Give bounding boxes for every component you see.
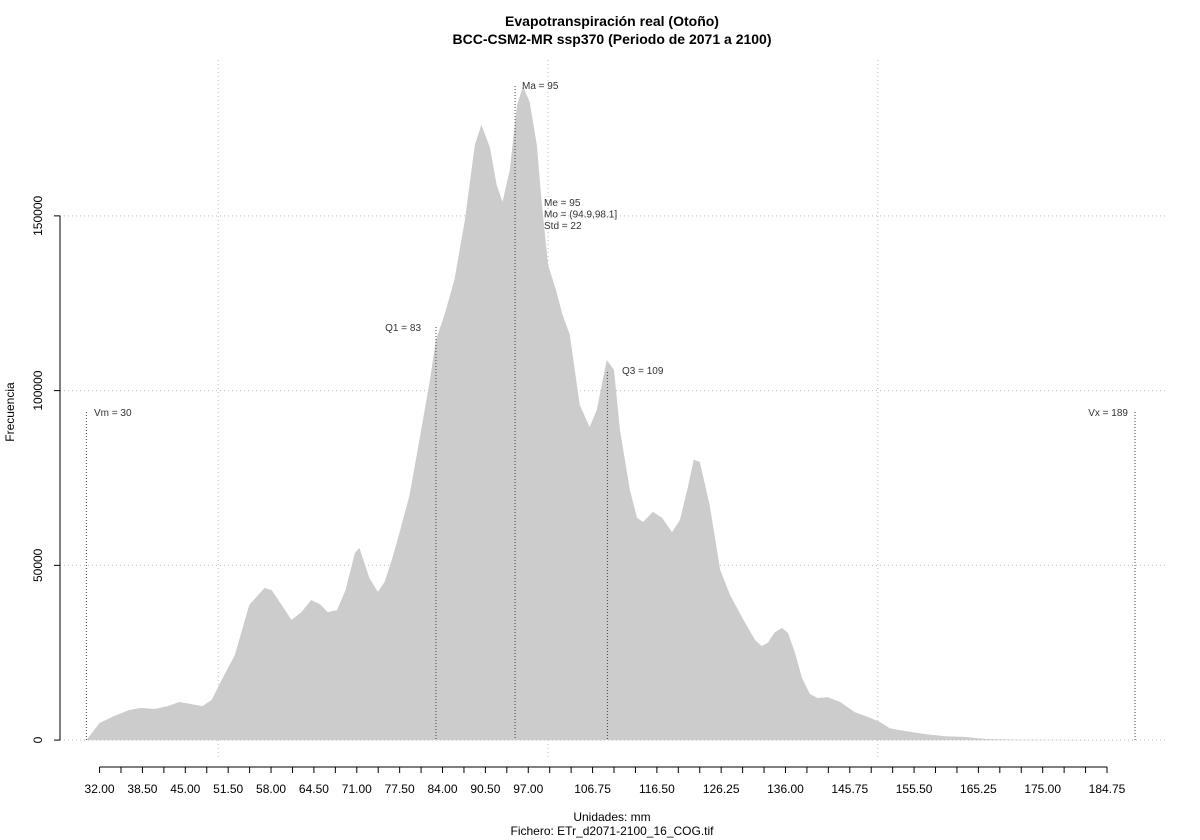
x-tick-label: 71.00 [342, 782, 372, 796]
y-tick-label: 100000 [31, 370, 45, 410]
y-tick-label: 150000 [31, 196, 45, 236]
x-tick-label: 175.00 [1024, 782, 1061, 796]
y-tick-label: 50000 [31, 548, 45, 582]
x-tick-label: 184.75 [1089, 782, 1126, 796]
x-tick-label: 126.25 [703, 782, 740, 796]
x-tick-label: 51.50 [213, 782, 243, 796]
stat-label: Me = 95 [544, 198, 581, 209]
stat-label: Mo = (94.9,98.1] [544, 210, 617, 221]
reference-label: Ma = 95 [522, 81, 559, 92]
x-tick-label: 155.50 [896, 782, 933, 796]
x-tick-label: 97.00 [513, 782, 543, 796]
stat-label: Std = 22 [544, 221, 582, 232]
x-tick-label: 106.75 [574, 782, 611, 796]
x-tick-label: 32.00 [85, 782, 115, 796]
reference-label: Vm = 30 [94, 408, 132, 419]
x-tick-label: 90.50 [470, 782, 500, 796]
y-tick-label: 0 [31, 736, 45, 743]
x-tick-label: 165.25 [960, 782, 997, 796]
reference-label: Vx = 189 [1088, 408, 1128, 419]
reference-label: Q1 = 83 [385, 323, 421, 334]
x-tick-label: 38.50 [127, 782, 157, 796]
x-tick-label: 84.00 [428, 782, 458, 796]
x-tick-label: 136.00 [767, 782, 804, 796]
x-tick-label: 77.50 [385, 782, 415, 796]
x-tick-label: 145.75 [831, 782, 868, 796]
x-tick-label: 45.00 [170, 782, 200, 796]
chart-subtitle: BCC-CSM2-MR ssp370 (Periodo de 2071 a 21… [453, 31, 772, 47]
chart-title: Evapotranspiración real (Otoño) [505, 13, 719, 29]
density-area [86, 86, 1129, 741]
caption: Fichero: ETr_d2071-2100_16_COG.tif [511, 824, 715, 838]
x-tick-label: 64.50 [299, 782, 329, 796]
x-tick-label: 116.50 [639, 782, 675, 796]
reference-label: Q3 = 109 [622, 366, 664, 377]
y-axis-label: Frecuencia [3, 382, 17, 442]
x-axis-label: Unidades: mm [573, 810, 650, 824]
x-tick-label: 58.00 [256, 782, 286, 796]
